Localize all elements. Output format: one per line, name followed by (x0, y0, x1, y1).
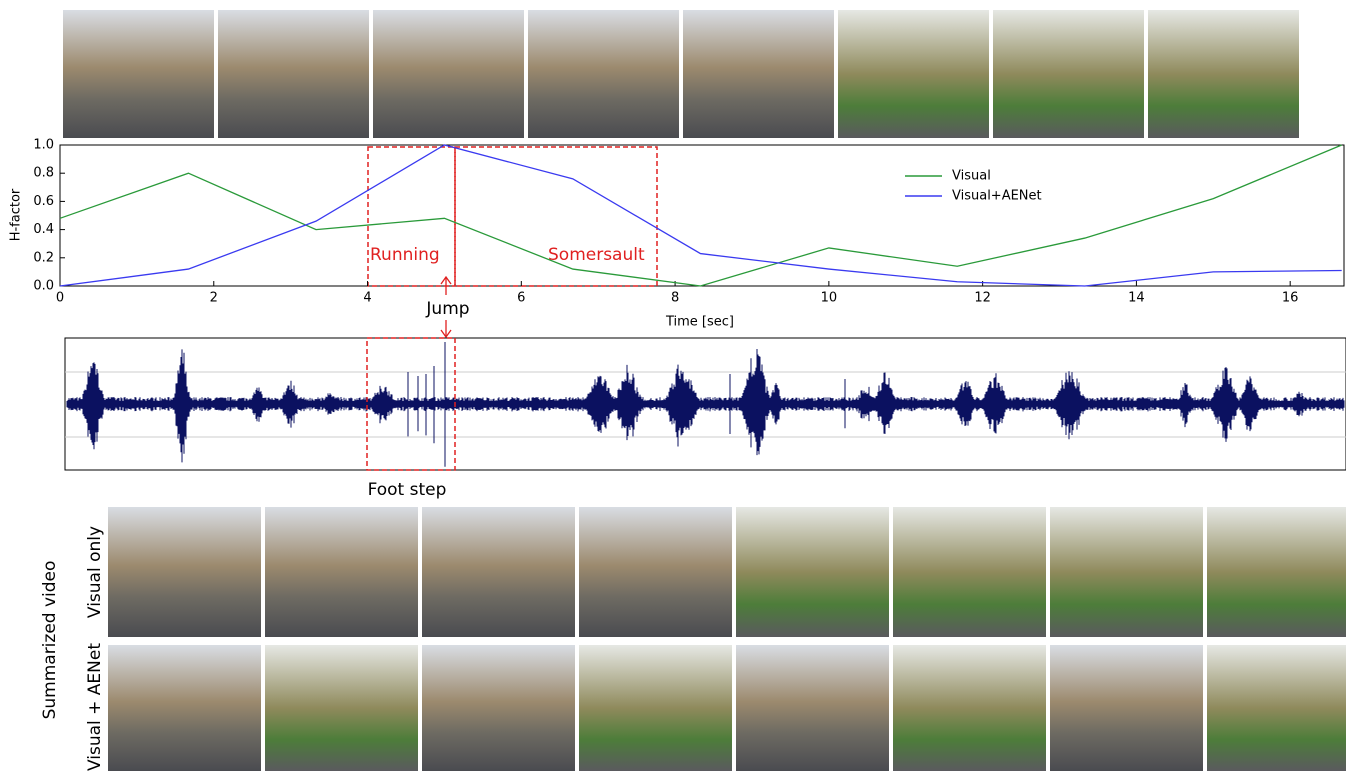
video-frame (108, 645, 261, 771)
x-tick-label: 2 (210, 291, 218, 306)
plot-frame (59, 144, 1345, 287)
video-frame (893, 507, 1046, 637)
video-frame (528, 10, 679, 138)
arrow (440, 275, 452, 339)
x-axis-label: Time [sec] (665, 315, 734, 330)
y-tick-label: 1.0 (33, 138, 54, 153)
x-tick-label: 4 (363, 291, 371, 306)
video-frame (579, 507, 732, 637)
video-frame (265, 507, 418, 637)
video-frame (1207, 645, 1346, 771)
y-tick-label: 0.6 (33, 194, 54, 209)
x-tick-label: 16 (1282, 291, 1299, 306)
annotation: Somersault (548, 245, 645, 265)
video-frame (265, 645, 418, 771)
y-tick-label: 0.4 (33, 222, 54, 237)
annotation-box (366, 337, 456, 471)
series-line (59, 144, 1342, 287)
legend-label: Visual+AENet (952, 189, 1042, 204)
x-tick-label: 12 (974, 291, 991, 306)
video-frame (683, 10, 834, 138)
video-frame (422, 645, 575, 771)
video-frame (838, 10, 989, 138)
series-line (59, 144, 1342, 287)
video-frame (893, 645, 1046, 771)
y-axis-label: H-factor (9, 188, 24, 241)
video-frame (1050, 507, 1203, 637)
video-frame (63, 10, 214, 138)
video-frame (1207, 507, 1346, 637)
x-tick-label: 10 (821, 291, 838, 306)
x-tick-label: 8 (671, 291, 679, 306)
video-frame (373, 10, 524, 138)
legend-label: Visual (952, 169, 991, 184)
annotation-box (367, 146, 456, 287)
annotation: Foot step (368, 480, 447, 500)
video-frame (422, 507, 575, 637)
row-label: Visual + AENet (85, 643, 105, 771)
video-frame (579, 645, 732, 771)
thumbnails (63, 10, 1346, 771)
audio-waveform (66, 342, 1345, 467)
x-tick-label: 14 (1128, 291, 1145, 306)
video-frame (218, 10, 369, 138)
x-tick-label: 6 (517, 291, 525, 306)
video-frame (993, 10, 1144, 138)
annotation: Running (370, 245, 440, 265)
video-frame (736, 645, 889, 771)
video-frame (108, 507, 261, 637)
y-tick-label: 0.8 (33, 166, 54, 181)
summary-title: Summarized video (40, 561, 60, 720)
x-tick-label: 0 (56, 291, 64, 306)
annotation: Jump (425, 299, 469, 319)
y-tick-label: 0.0 (33, 279, 54, 294)
video-frame (1148, 10, 1299, 138)
annotation-box (454, 146, 658, 287)
y-tick-label: 0.2 (33, 250, 54, 265)
video-frame (1050, 645, 1203, 771)
video-frame (736, 507, 889, 637)
row-label: Visual only (85, 526, 105, 618)
